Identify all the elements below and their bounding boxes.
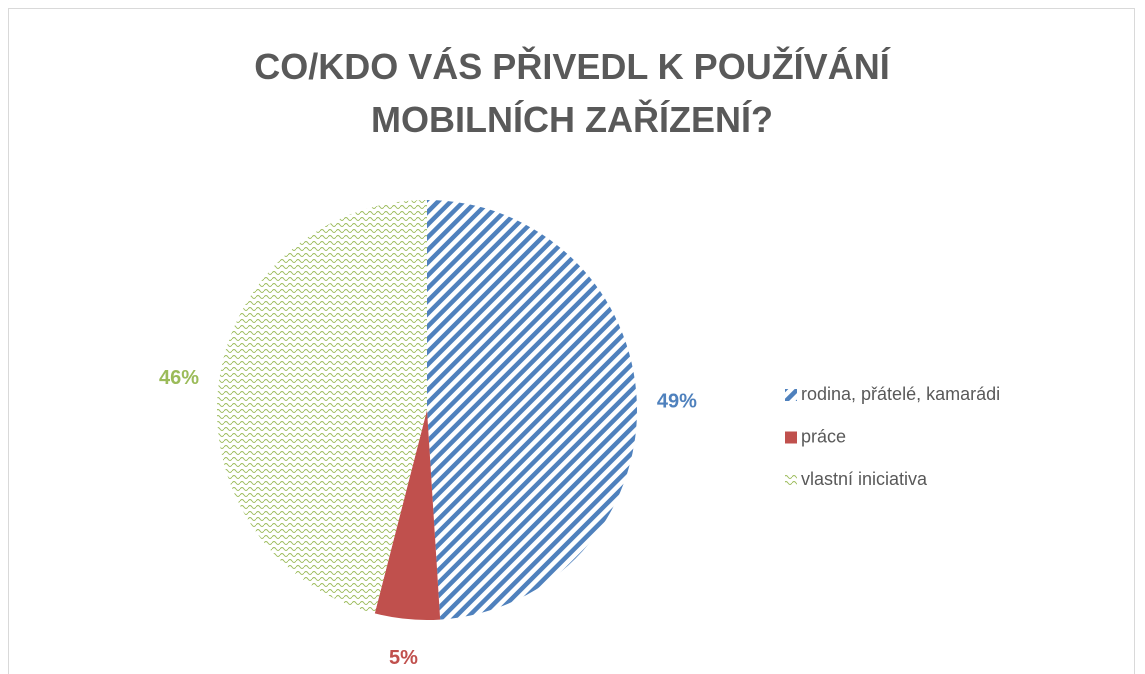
legend-label: práce — [801, 426, 846, 446]
chart-frame — [8, 8, 1135, 674]
pie-slice — [374, 410, 441, 621]
pie-slice — [427, 200, 638, 620]
pie-slice — [216, 200, 427, 614]
legend-marker — [785, 389, 797, 401]
legend-marker — [785, 474, 797, 486]
chart-title: CO/KDO VÁS PŘIVEDL K POUŽÍVÁNÍ MOBILNÍCH… — [254, 46, 890, 140]
legend-label: rodina, přátelé, kamarádi — [801, 384, 1000, 404]
data-label: 5% — [389, 647, 418, 669]
legend-label: vlastní iniciativa — [801, 469, 928, 489]
data-label: 46% — [159, 367, 199, 389]
data-label: 49% — [657, 390, 697, 412]
legend-marker — [785, 431, 797, 444]
